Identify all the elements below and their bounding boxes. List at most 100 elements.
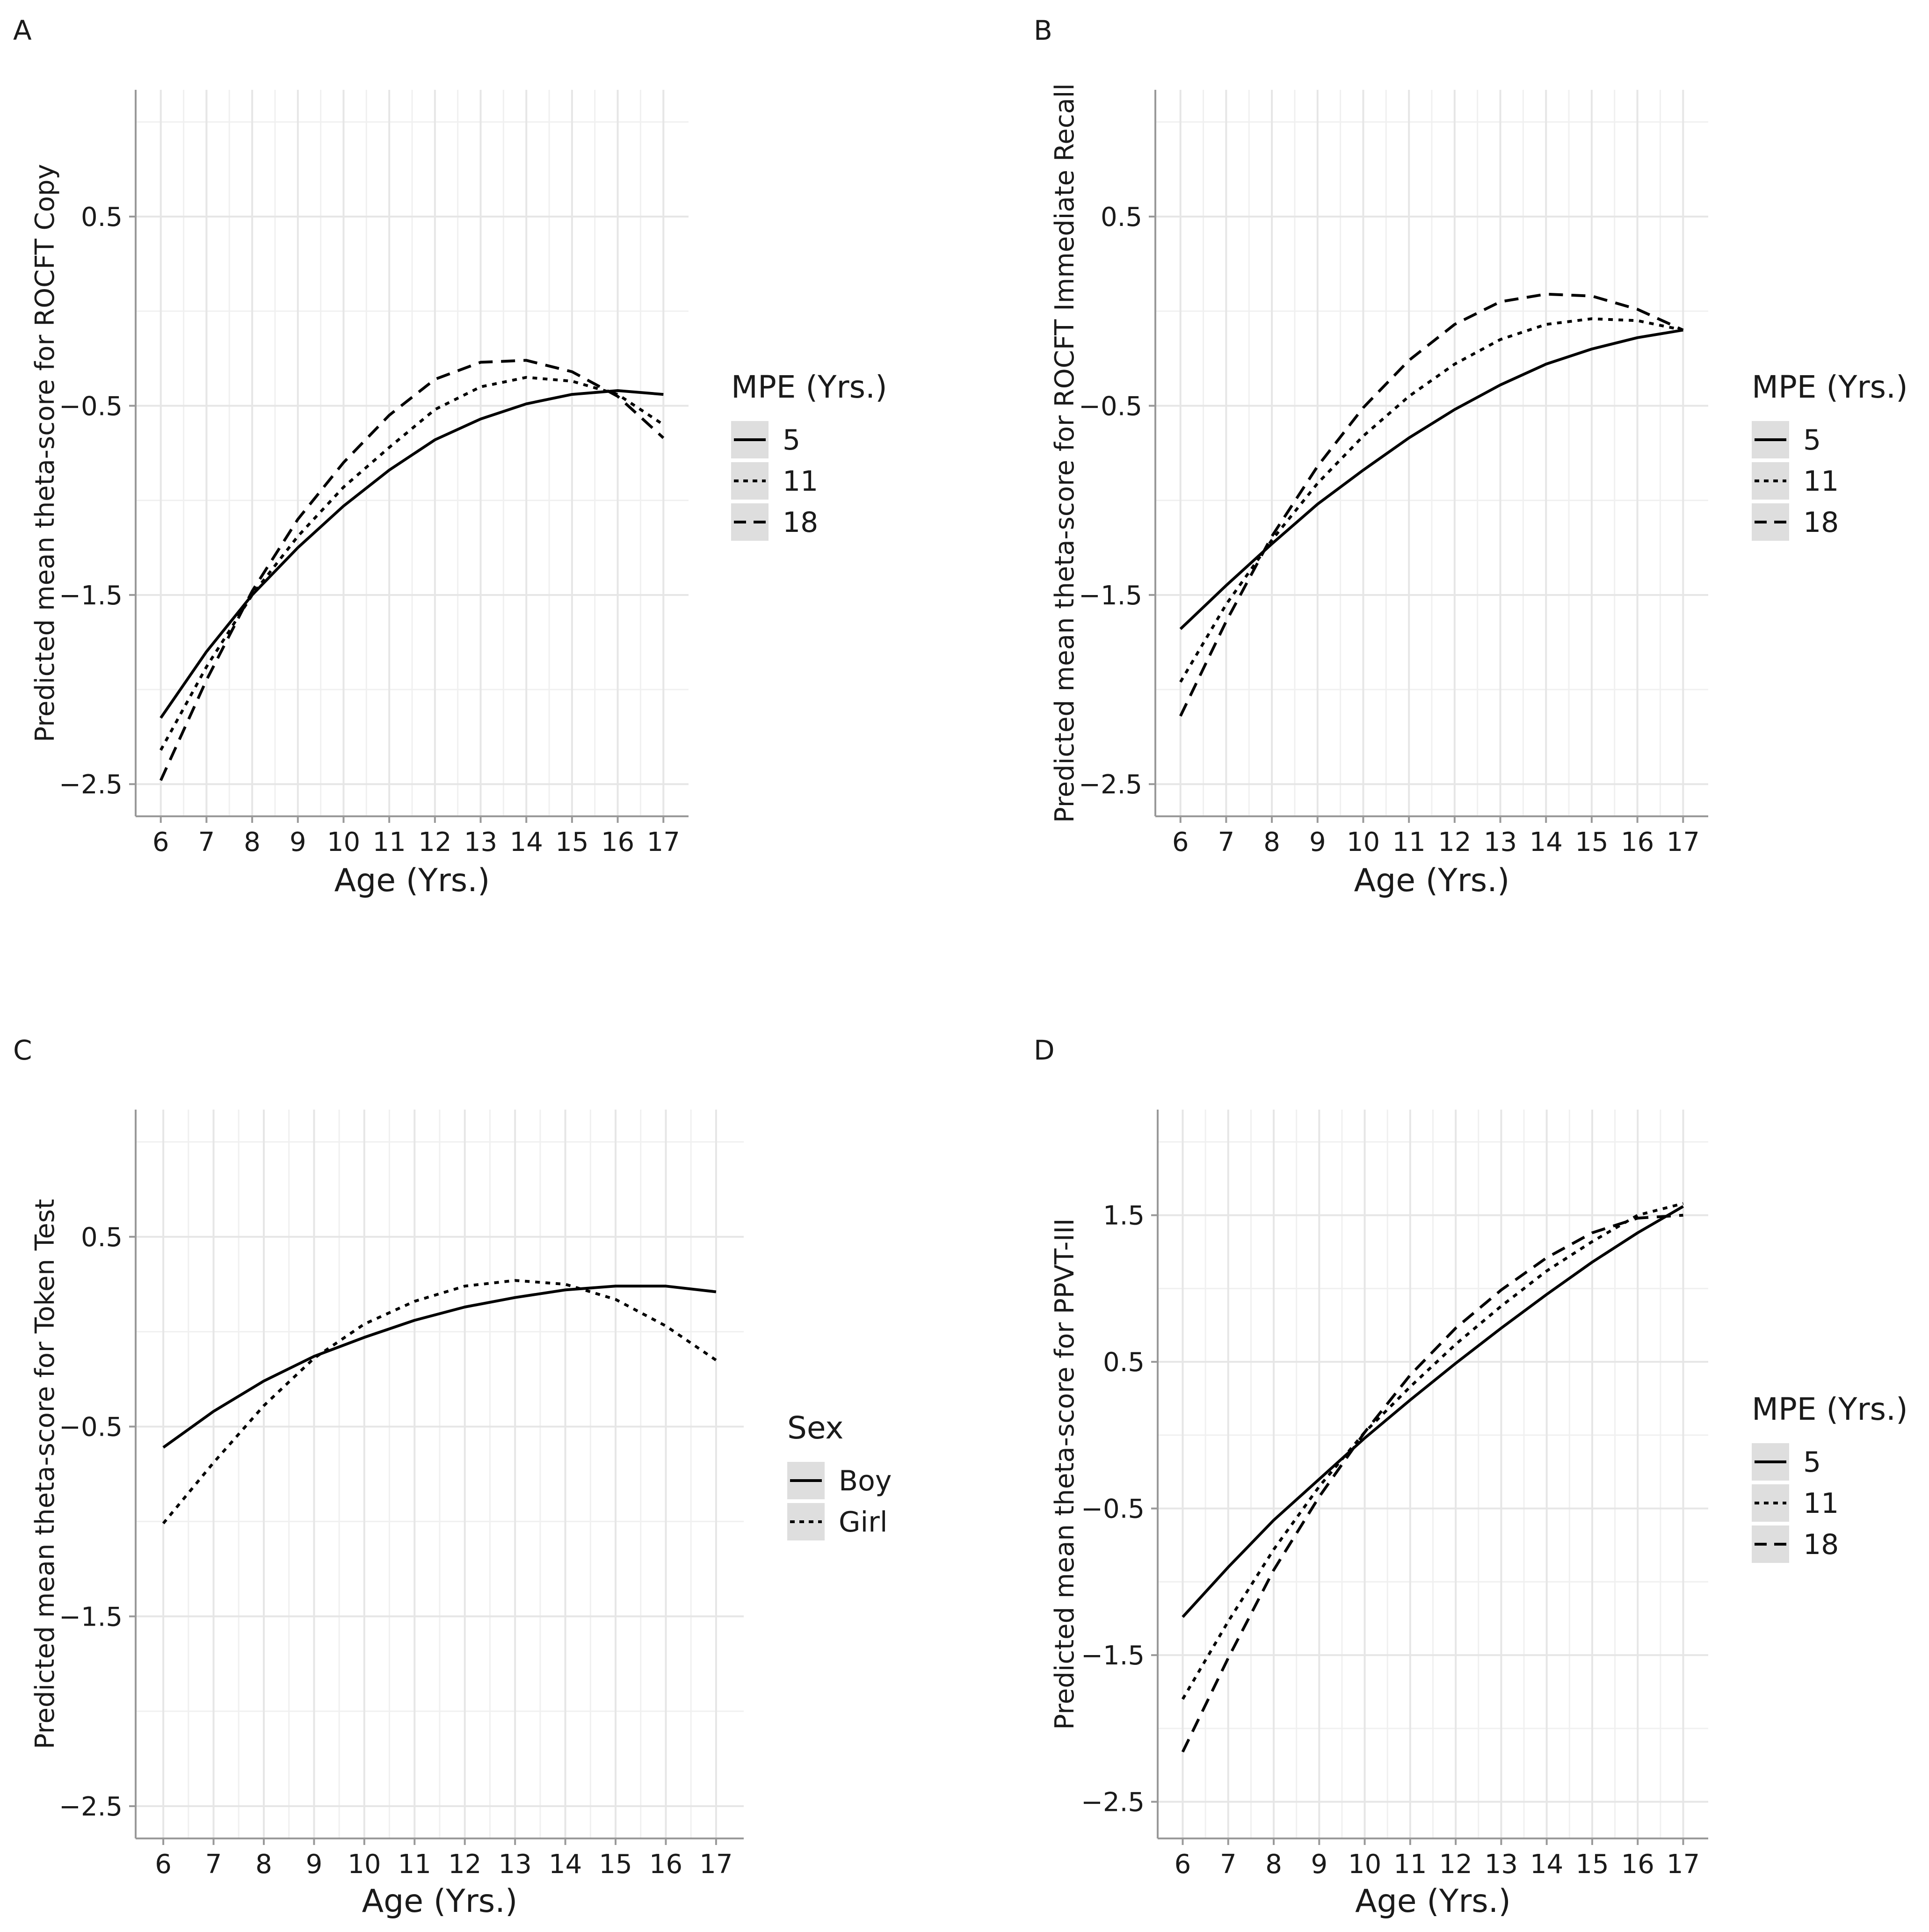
panel-b: B 6 7 8 9 10 11 12 13 14 15 16 17 0.5 −0.5 −1.5 −2.5 Age … xyxy=(1034,15,1908,899)
series-line-5 xyxy=(1182,1205,1684,1618)
series-line-18 xyxy=(1181,1213,1683,1753)
y-axis-title: Predicted mean theta-score for PPVT-III xyxy=(1050,1218,1080,1729)
x-tick-label: 14 xyxy=(510,827,543,857)
series-line-boy xyxy=(162,1285,717,1449)
x-tick-label: 6 xyxy=(1172,827,1189,857)
x-axis-title: Age (Yrs.) xyxy=(362,1883,518,1920)
y-tick-label: −0.5 xyxy=(1081,1494,1145,1525)
y-axis-title: Predicted mean theta-score for ROCFT Cop… xyxy=(30,164,60,742)
legend-label-18: 18 xyxy=(1803,506,1839,539)
x-tick-label: 7 xyxy=(1220,1849,1237,1880)
y-tick-label: 0.5 xyxy=(1101,202,1142,232)
legend-label-5: 5 xyxy=(1803,424,1821,457)
panel-letter: C xyxy=(13,1034,32,1066)
x-axis-title: Age (Yrs.) xyxy=(1355,1883,1511,1920)
x-tick-label: 8 xyxy=(244,827,261,857)
y-tick-label: −2.5 xyxy=(1079,770,1142,800)
legend-label-18: 18 xyxy=(783,506,818,539)
x-tick-label: 12 xyxy=(448,1849,481,1880)
x-tick-label: 14 xyxy=(1530,827,1563,857)
x-tick-label: 15 xyxy=(1575,827,1608,857)
y-tick-label: −0.5 xyxy=(1079,391,1142,421)
y-tick-label: −2.5 xyxy=(59,1792,123,1822)
x-tick-label: 10 xyxy=(1348,1849,1381,1880)
x-tick-label: 17 xyxy=(1667,827,1700,857)
y-tick-label: 0.5 xyxy=(81,202,123,232)
x-axis-title: Age (Yrs.) xyxy=(1354,862,1510,899)
series-line-18 xyxy=(159,359,665,781)
legend-label-18: 18 xyxy=(1803,1528,1839,1561)
x-tick-label: 7 xyxy=(205,1849,222,1880)
y-tick-label: −1.5 xyxy=(59,581,123,611)
x-tick-label: 10 xyxy=(327,827,360,857)
panel-letter: B xyxy=(1034,15,1052,46)
x-tick-label: 10 xyxy=(348,1849,381,1880)
y-tick-label: −0.5 xyxy=(59,391,123,421)
y-tick-label: 1.5 xyxy=(1103,1201,1145,1231)
y-tick-label: −0.5 xyxy=(59,1412,123,1443)
x-tick-label: 8 xyxy=(255,1849,272,1880)
x-tick-label: 6 xyxy=(152,827,169,857)
y-tick-label: −1.5 xyxy=(59,1602,123,1632)
x-tick-label: 10 xyxy=(1347,827,1380,857)
legend-label-5: 5 xyxy=(1803,1446,1821,1479)
x-tick-label: 9 xyxy=(1309,827,1326,857)
y-tick-label: 0.5 xyxy=(1103,1347,1145,1378)
x-tick-label: 9 xyxy=(290,827,306,857)
x-tick-label: 14 xyxy=(1530,1849,1563,1880)
legend-label-11: 11 xyxy=(1803,1487,1839,1520)
x-tick-label: 13 xyxy=(464,827,497,857)
x-tick-label: 16 xyxy=(649,1849,682,1880)
x-tick-label: 12 xyxy=(1439,1849,1472,1880)
y-tick-label: −1.5 xyxy=(1079,581,1142,611)
x-tick-label: 13 xyxy=(499,1849,532,1880)
x-tick-label: 11 xyxy=(1392,827,1426,857)
x-tick-label: 13 xyxy=(1485,1849,1518,1880)
x-tick-label: 17 xyxy=(699,1849,732,1880)
legend-title: MPE (Yrs.) xyxy=(1752,1391,1908,1427)
panel-letter: D xyxy=(1034,1034,1055,1066)
legend-title: Sex xyxy=(787,1410,843,1446)
x-tick-label: 12 xyxy=(1438,827,1471,857)
legend-title: MPE (Yrs.) xyxy=(731,369,887,405)
legend-label-boy: Boy xyxy=(839,1465,892,1497)
x-tick-label: 12 xyxy=(418,827,451,857)
y-tick-label: −2.5 xyxy=(59,770,123,800)
legend-label-5: 5 xyxy=(783,424,800,457)
panel-a: A 6 7 8 9 10 11 12 13 14 15 16 17 0.5 −0.5 −1.5 −2.5 Age … xyxy=(13,15,887,899)
x-tick-label: 6 xyxy=(1175,1849,1191,1880)
x-tick-label: 6 xyxy=(155,1849,172,1880)
legend-title: MPE (Yrs.) xyxy=(1752,369,1908,405)
x-tick-label: 8 xyxy=(1265,1849,1282,1880)
x-axis-title: Age (Yrs.) xyxy=(334,862,490,899)
x-tick-label: 15 xyxy=(1575,1849,1609,1880)
legend-label-girl: Girl xyxy=(839,1506,888,1539)
x-tick-label: 16 xyxy=(1621,1849,1654,1880)
y-tick-label: −2.5 xyxy=(1081,1787,1145,1818)
panel-c: C 6 7 8 9 10 11 12 13 14 15 16 17 0.5 −0.5 −1.5 −2.5 Age … xyxy=(13,1034,892,1920)
x-tick-label: 7 xyxy=(198,827,215,857)
panel-d: D 6 7 8 9 10 11 12 13 14 15 16 17 1.5 0.5 −0.5 −1.5 −2.5 A… xyxy=(1034,1034,1908,1920)
x-tick-label: 11 xyxy=(1393,1849,1427,1880)
y-axis-title: Predicted mean theta-score for Token Tes… xyxy=(30,1199,60,1749)
x-tick-label: 17 xyxy=(1667,1849,1700,1880)
x-tick-label: 16 xyxy=(1621,827,1654,857)
series-line-11 xyxy=(1181,1202,1684,1700)
series-line-18 xyxy=(1179,292,1684,717)
x-tick-label: 15 xyxy=(555,827,588,857)
x-tick-label: 11 xyxy=(398,1849,431,1880)
x-tick-label: 16 xyxy=(601,827,634,857)
panel-letter: A xyxy=(13,15,32,46)
x-tick-label: 11 xyxy=(373,827,406,857)
y-tick-label: −1.5 xyxy=(1081,1641,1145,1671)
x-tick-label: 13 xyxy=(1484,827,1517,857)
y-axis-title: Predicted mean theta-score for ROCFT Imm… xyxy=(1050,83,1080,823)
x-tick-label: 14 xyxy=(549,1849,582,1880)
x-tick-label: 8 xyxy=(1263,827,1280,857)
x-tick-label: 15 xyxy=(599,1849,632,1880)
legend-label-11: 11 xyxy=(783,465,818,498)
x-tick-label: 9 xyxy=(306,1849,323,1880)
y-tick-label: 0.5 xyxy=(81,1222,123,1253)
x-tick-label: 7 xyxy=(1218,827,1235,857)
